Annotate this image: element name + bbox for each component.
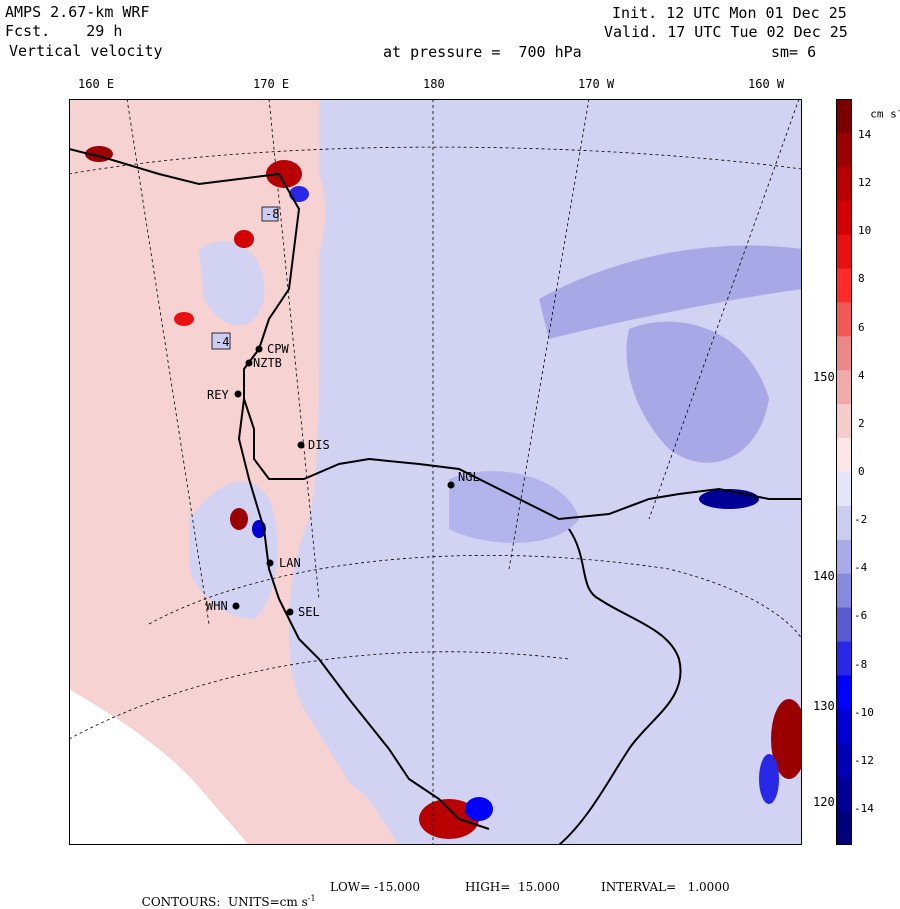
colorbar-segment <box>836 404 852 439</box>
colorbar-segment <box>836 268 852 303</box>
colorbar-segment <box>836 675 852 710</box>
station-whn: WHN <box>206 599 240 613</box>
colorbar-segment <box>836 607 852 643</box>
colorbar-tick-label: 8 <box>858 272 865 286</box>
lon-label-170e: 170 E <box>253 77 290 91</box>
footer-contours: CONTOURS: UNITS=cm s-1 <box>141 894 316 909</box>
colorbar-segment <box>836 743 852 778</box>
colorbar-tick-label: -10 <box>854 705 874 719</box>
footer-units-exponent: -1 <box>307 894 316 903</box>
colorbar-segment <box>836 302 852 337</box>
colorbar <box>836 99 852 845</box>
svg-text:-4: -4 <box>215 335 229 349</box>
svg-text:LAN: LAN <box>279 556 301 570</box>
station-nztb: NZTB <box>245 356 282 370</box>
colorbar-segment <box>836 438 852 473</box>
colorbar-tick-label: -14 <box>854 801 874 815</box>
footer-high: HIGH= 15.000 <box>465 880 560 894</box>
colorbar-tick-label: -6 <box>854 609 868 623</box>
colorbar-segment <box>836 200 852 236</box>
station-sel: SEL <box>286 605 320 619</box>
colorbar-segment <box>836 505 852 541</box>
station-cpw: CPW <box>255 342 289 356</box>
colorbar-tick-label: 4 <box>858 368 865 382</box>
colorbar-segment <box>836 234 852 270</box>
colorbar-segment <box>836 573 852 609</box>
colorbar-tick-label: 14 <box>858 128 872 142</box>
svg-text:NZTB: NZTB <box>253 356 282 370</box>
lon-label-170w: 170 W <box>578 77 615 91</box>
negative-region-transantarctic <box>189 481 278 619</box>
footer-interval: INTERVAL= 1.0000 <box>601 880 730 894</box>
strong-negative-patch-mid <box>626 321 769 463</box>
colorbar-tick-label: -8 <box>854 657 868 671</box>
extrema-label-min-4: -4 <box>211 332 231 350</box>
colorbar-tick-label: -2 <box>854 513 868 527</box>
graticule <box>69 99 802 845</box>
field-name: Vertical velocity <box>9 42 163 60</box>
colorbar-segment <box>836 132 852 168</box>
colorbar-tick-label: 0 <box>858 465 865 478</box>
svg-text:DIS: DIS <box>308 438 330 452</box>
colorbar-tick-label: 10 <box>858 224 872 238</box>
colorbar-segment <box>836 811 852 845</box>
coastline <box>69 148 802 521</box>
vertical-velocity-map: -8 -4 CPW NZTB REY DIS NGL LAN <box>69 99 802 845</box>
colorbar-tick-label: -12 <box>854 753 874 767</box>
station-ngl: NGL <box>447 470 480 489</box>
colorbar-units: cm s-1 <box>857 93 900 121</box>
svg-text:CPW: CPW <box>267 342 289 356</box>
colorbar-segment <box>836 336 852 371</box>
extrema-label-min-8: -8 <box>261 206 279 222</box>
colorbar-segment <box>836 777 852 812</box>
colorbar-segment <box>836 709 852 744</box>
negative-region-east <box>288 99 802 845</box>
colorbar-segment <box>836 166 852 202</box>
colorbar-segment <box>836 370 852 405</box>
lon-label-180: 180 <box>423 77 445 91</box>
colorbar-segment <box>836 99 852 134</box>
colorbar-tick-label: 2 <box>858 416 865 430</box>
pressure-level: at pressure = 700 hPa <box>383 43 582 61</box>
station-dis: DIS <box>297 438 330 452</box>
station-lan: LAN <box>266 556 301 570</box>
coastline-west <box>237 398 490 830</box>
mountain-wave-signals <box>85 146 802 839</box>
colorbar-segment <box>836 641 852 676</box>
lon-label-160e: 160 E <box>78 77 115 91</box>
ice-shelf-edge <box>558 528 682 845</box>
svg-text:REY: REY <box>207 388 229 402</box>
colorbar-segment <box>836 539 852 575</box>
smoothing-level: sm= 6 <box>771 43 817 61</box>
svg-text:WHN: WHN <box>206 599 228 613</box>
lon-label-160w: 160 W <box>748 77 785 91</box>
init-time: Init. 12 UTC Mon 01 Dec 25 <box>612 4 847 22</box>
footer-low: LOW= -15.000 <box>330 880 421 894</box>
svg-text:SEL: SEL <box>298 605 320 619</box>
colorbar-tick-label: 12 <box>858 176 872 190</box>
colorbar-tick-label: 6 <box>858 320 865 334</box>
model-title: AMPS 2.67-km WRF <box>5 3 150 21</box>
svg-text:-8: -8 <box>265 207 279 221</box>
valid-time: Valid. 17 UTC Tue 02 Dec 25 <box>604 23 848 41</box>
forecast-hour: Fcst. 29 h <box>5 22 123 40</box>
strong-negative-patch-ross <box>449 471 579 543</box>
colorbar-tick-label: -4 <box>854 561 868 575</box>
negative-patch-northwest <box>199 241 265 326</box>
colorbar-segment <box>836 472 852 507</box>
no-data-region <box>69 689 249 845</box>
svg-text:NGL: NGL <box>458 470 480 484</box>
colorbar-units-exponent: -1 <box>897 106 900 115</box>
station-rey: REY <box>207 388 242 402</box>
strong-negative-band-east <box>539 245 802 339</box>
